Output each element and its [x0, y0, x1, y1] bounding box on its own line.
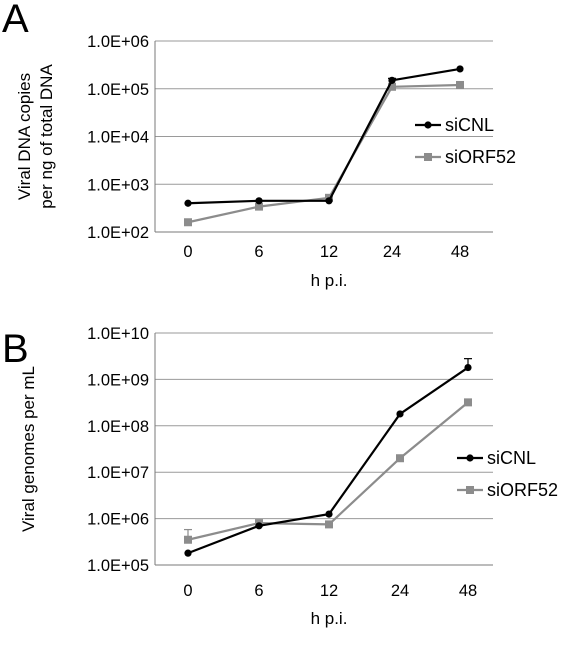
x-tick-label: 48 [451, 243, 469, 261]
x-tick-label: 0 [183, 243, 192, 261]
data-point-siORF52 [464, 398, 472, 407]
y-tick-label: 1.0E+04 [87, 129, 149, 147]
y-tick-label: 1.0E+06 [87, 33, 149, 51]
y-tick-label: 1.0E+05 [87, 557, 149, 575]
legend-marker [424, 153, 432, 161]
data-point-siCNL [325, 510, 333, 518]
y-tick-label: 1.0E+09 [87, 371, 149, 389]
legend-marker [466, 454, 474, 462]
legend-label: siCNL [487, 448, 536, 468]
series-line-siORF52 [187, 401, 469, 541]
y-tick-label: 1.0E+06 [87, 511, 149, 529]
y-tick-label: 1.0E+02 [87, 224, 149, 242]
x-tick-label: 6 [254, 582, 263, 600]
y-axis-title: per ng of total DNA [37, 64, 56, 209]
x-tick-label: 12 [320, 243, 338, 261]
x-axis-title: h p.i. [311, 271, 348, 290]
legend-label: siCNL [445, 115, 494, 135]
data-point-siCNL [456, 65, 464, 73]
data-point-siCNL [396, 410, 404, 418]
y-tick-label: 1.0E+10 [87, 325, 149, 343]
data-point-siCNL [184, 199, 192, 207]
data-point-siCNL [255, 522, 263, 530]
data-point-siORF52 [388, 82, 396, 91]
chart-panel-b: 1.0E+05 1.0E+06 1.0E+07 1.0E+08 1.0E+09 1.0E+… [19, 325, 558, 628]
x-tick-label: 0 [183, 582, 192, 600]
legend-label: siORF52 [445, 147, 516, 167]
legend-label: siORF52 [487, 480, 558, 500]
data-point-siORF52 [396, 454, 404, 463]
legend-marker [424, 121, 432, 129]
data-point-siORF52 [456, 80, 464, 89]
y-tick-label: 1.0E+05 [87, 81, 149, 99]
x-axis-title: h p.i. [311, 609, 348, 628]
x-tick-label: 24 [391, 582, 409, 600]
x-tick-label: 6 [254, 243, 263, 261]
data-point-siCNL [325, 197, 333, 205]
data-point-siORF52 [255, 202, 263, 211]
y-axis-title: Viral DNA copies [15, 73, 34, 200]
panel-letter-a: A [2, 0, 29, 41]
y-tick-label: 1.0E+03 [87, 176, 149, 194]
y-tick-label: 1.0E+07 [87, 464, 149, 482]
x-tick-label: 12 [320, 582, 338, 600]
x-tick-label: 48 [459, 582, 477, 600]
data-point-siCNL [255, 197, 263, 205]
panel-letter-b: B [2, 327, 29, 371]
chart-panel-a: 1.0E+02 1.0E+03 1.0E+04 1.0E+05 1.0E+06 0 6 12 2… [15, 33, 516, 290]
data-point-siORF52 [184, 535, 192, 544]
x-tick-label: 24 [383, 243, 401, 261]
y-axis-title: Viral genomes per mL [19, 366, 38, 532]
legend-marker [466, 486, 474, 494]
y-tick-label: 1.0E+08 [87, 418, 149, 436]
data-point-siCNL [184, 549, 192, 557]
data-point-siCNL [388, 76, 396, 84]
data-point-siORF52 [184, 218, 192, 227]
data-point-siCNL [464, 363, 472, 372]
data-point-siORF52 [325, 520, 333, 529]
